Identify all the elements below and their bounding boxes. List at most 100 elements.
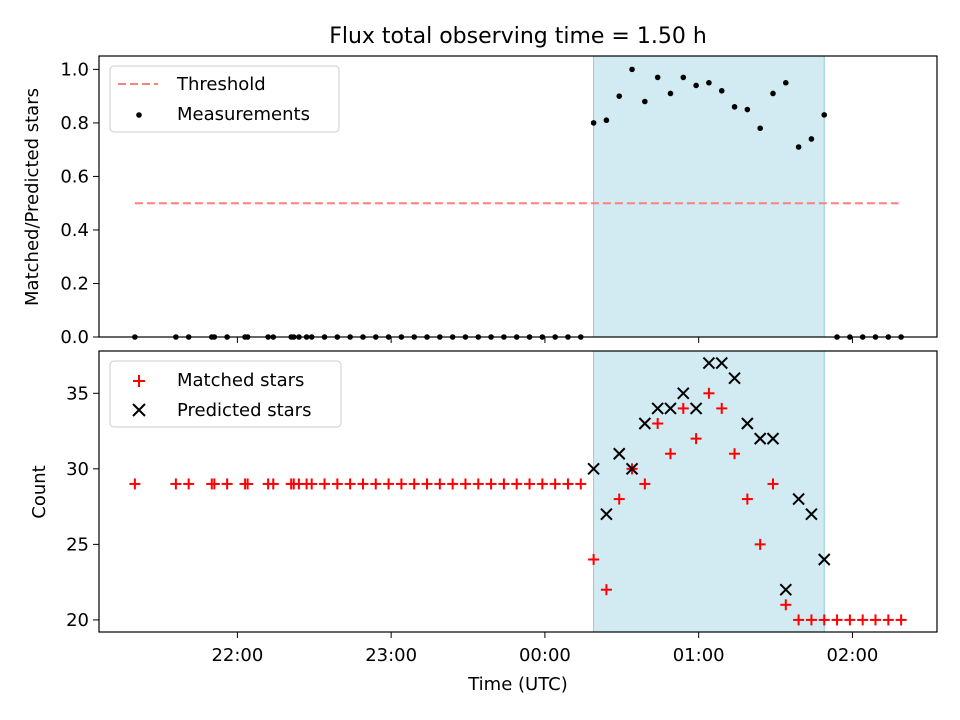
measurement-point <box>770 90 776 97</box>
matched-star-point <box>408 478 420 490</box>
top-y-tick-label: 0.4 <box>60 220 89 241</box>
bottom-y-tick-label: 35 <box>66 383 89 404</box>
matched-star-point <box>677 402 689 414</box>
legend-threshold-label: Threshold <box>176 74 266 95</box>
matched-star-point <box>344 478 356 490</box>
bottom-x-tick-label: 01:00 <box>673 645 725 666</box>
predicted-star-point <box>689 402 703 415</box>
matched-star-point <box>395 478 407 490</box>
matched-star-point <box>170 478 182 490</box>
matched-star-point <box>780 599 792 611</box>
matched-star-point <box>129 478 141 490</box>
predicted-star-point <box>600 507 613 521</box>
predicted-star-point <box>702 356 716 370</box>
top-y-tick-label: 1.0 <box>60 59 89 80</box>
measurement-point <box>757 125 763 132</box>
matched-star-point <box>562 478 574 490</box>
matched-star-point <box>498 478 510 490</box>
matched-star-point <box>383 478 395 490</box>
bottom-y-axis-label: Count <box>29 465 50 518</box>
top-y-axis-label: Matched/Predicted stars <box>22 88 43 306</box>
x-axis-label: Time (UTC) <box>467 674 568 695</box>
matched-star-point <box>831 614 843 626</box>
legend-matched-label: Matched stars <box>177 370 304 391</box>
top-y-tick-label: 0.0 <box>60 327 89 348</box>
matched-star-point <box>421 478 433 490</box>
predicted-star-point <box>766 432 780 445</box>
matched-star-point <box>652 418 664 430</box>
matched-star-point <box>588 553 600 565</box>
bottom-plot-frame <box>98 350 938 633</box>
matched-star-point <box>549 478 561 490</box>
matched-star-point <box>639 478 651 490</box>
matched-star-point <box>434 478 446 490</box>
bottom-y-tick-label: 30 <box>66 459 89 480</box>
matched-star-point <box>664 448 676 460</box>
matched-star-point <box>536 478 548 490</box>
matched-star-point <box>729 448 741 460</box>
bottom-x-tick-label: 23:00 <box>365 645 417 666</box>
matched-star-point <box>267 478 279 490</box>
matched-star-point <box>511 478 523 490</box>
predicted-star-point <box>625 462 639 476</box>
measurement-point <box>629 66 635 73</box>
matched-star-point <box>357 478 369 490</box>
measurement-point <box>667 90 674 97</box>
legend-predicted-label: Predicted stars <box>177 400 311 421</box>
measurement-point <box>783 79 789 86</box>
matched-star-point <box>741 493 753 505</box>
legend-matched-swatch <box>133 375 145 387</box>
measurement-point <box>744 106 751 113</box>
bottom-x-tick-label: 02:00 <box>826 645 878 666</box>
matched-star-point <box>459 478 471 490</box>
matched-star-point <box>767 478 779 490</box>
bottom-x-tick-label: 00:00 <box>519 645 571 666</box>
matched-star-point <box>242 478 254 490</box>
predicted-star-point <box>715 356 728 370</box>
legend-measurements-label: Measurements <box>177 104 310 125</box>
matched-star-point <box>472 478 484 490</box>
predicted-star-point <box>753 432 767 445</box>
measurement-point <box>718 87 725 94</box>
figure-title: Flux total observing time = 1.50 h <box>329 24 707 49</box>
measurement-point <box>693 82 699 89</box>
matched-star-point <box>524 478 536 490</box>
predicted-star-point <box>818 553 831 566</box>
predicted-star-point <box>792 492 805 506</box>
legend-predicted-swatch <box>132 403 146 417</box>
legend-measurements-swatch <box>136 112 142 118</box>
bottom-y-tick-label: 25 <box>66 534 89 555</box>
matched-star-point <box>895 614 907 626</box>
matched-star-point <box>370 478 382 490</box>
top-plot-frame <box>98 55 938 338</box>
measurement-point <box>603 117 610 124</box>
predicted-star-point <box>728 371 741 385</box>
measurement-point <box>616 93 623 99</box>
bottom-y-tick-label: 20 <box>66 610 89 631</box>
matched-star-point <box>793 614 805 626</box>
matched-star-point <box>306 478 318 490</box>
top-y-tick-label: 0.6 <box>60 166 89 187</box>
top-observing-window <box>593 55 825 338</box>
measurement-point <box>795 144 802 150</box>
predicted-star-point <box>613 447 626 460</box>
matched-star-point <box>575 478 587 490</box>
measurement-point <box>590 120 597 126</box>
matched-star-point <box>613 493 625 505</box>
predicted-star-point <box>677 387 690 400</box>
matched-star-point <box>331 478 343 490</box>
top-legend: Threshold Measurements <box>109 65 340 133</box>
measurement-point <box>654 74 661 81</box>
top-legend-box <box>109 65 340 133</box>
measurement-point <box>642 98 648 105</box>
measurement-point <box>821 112 828 118</box>
matched-star-point <box>221 478 233 490</box>
matched-star-point <box>703 387 715 399</box>
matched-star-point <box>882 614 894 626</box>
predicted-star-point <box>651 402 664 415</box>
matched-star-point <box>857 614 869 626</box>
matched-star-point <box>690 433 702 445</box>
matched-star-point <box>208 478 220 490</box>
matched-star-point <box>485 478 497 490</box>
bottom-legend-box <box>109 360 342 428</box>
